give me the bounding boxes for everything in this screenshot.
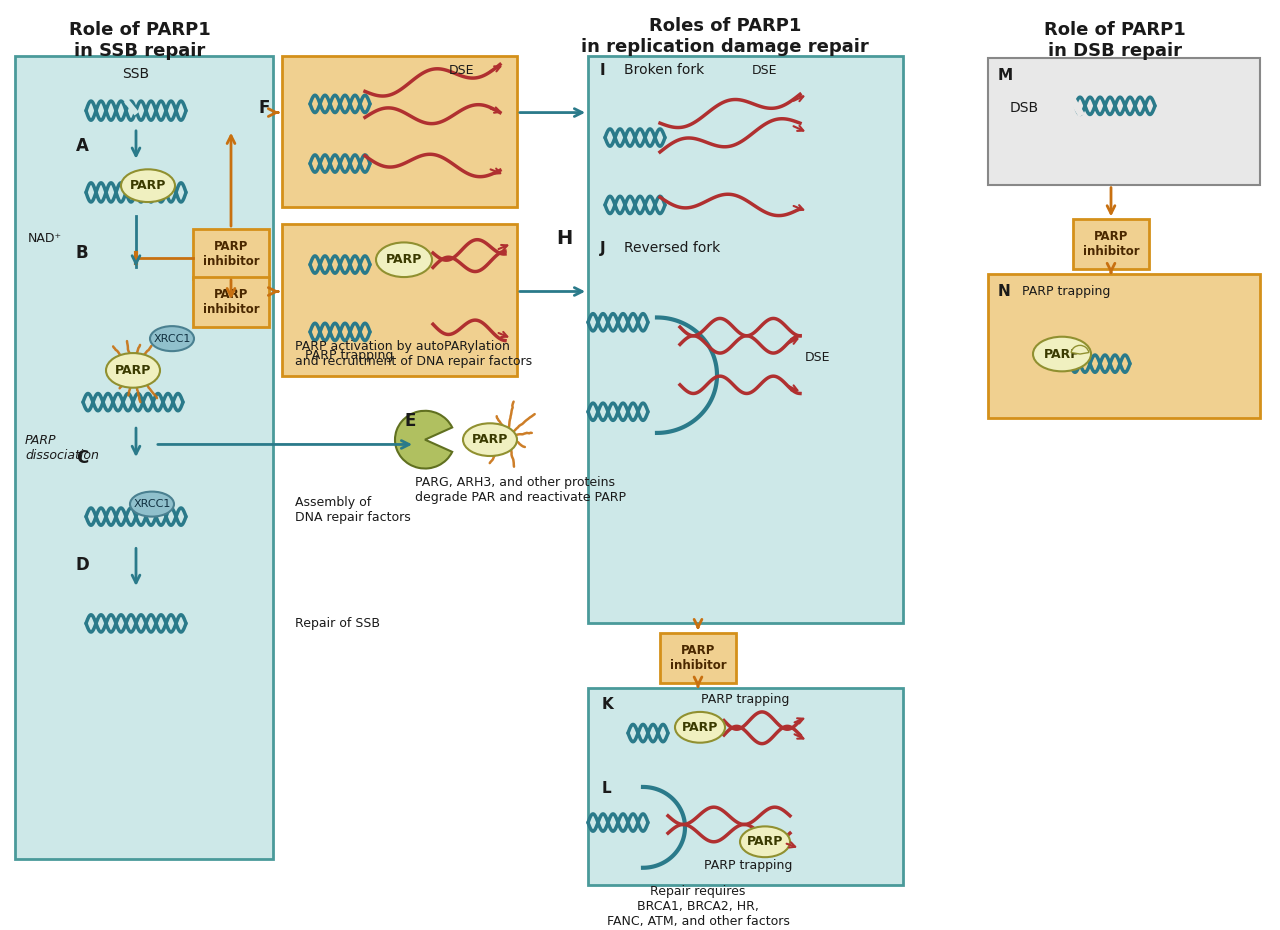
Text: L: L [602, 781, 612, 796]
Text: PARP
inhibitor: PARP inhibitor [202, 288, 260, 316]
Text: C: C [76, 449, 88, 467]
Text: Repair of SSB: Repair of SSB [294, 617, 380, 630]
Text: PARP trapping: PARP trapping [305, 350, 393, 363]
Bar [1073, 219, 1149, 270]
Bar [282, 224, 517, 376]
Text: XRCC1: XRCC1 [154, 334, 191, 344]
Bar [193, 229, 269, 279]
Text: PARP: PARP [129, 179, 166, 193]
Text: F: F [259, 99, 270, 117]
Bar [988, 58, 1260, 185]
Bar [15, 56, 273, 859]
Wedge shape [1071, 345, 1089, 354]
Ellipse shape [122, 169, 175, 202]
Text: N: N [998, 284, 1011, 299]
Bar [193, 277, 269, 327]
Text: DSE: DSE [449, 64, 475, 77]
Text: Repair requires
BRCA1, BRCA2, HR,
FANC, ATM, and other factors: Repair requires BRCA1, BRCA2, HR, FANC, … [607, 885, 790, 928]
Text: PARP: PARP [1043, 348, 1080, 361]
Ellipse shape [106, 353, 160, 388]
Text: PARG, ARH3, and other proteins
degrade PAR and reactivate PARP: PARG, ARH3, and other proteins degrade P… [415, 476, 626, 504]
Text: PARP: PARP [115, 364, 151, 377]
Text: DSB: DSB [1010, 100, 1039, 114]
Text: PARP trapping: PARP trapping [704, 859, 792, 872]
Text: K: K [602, 697, 613, 711]
Bar [588, 688, 902, 885]
Text: E: E [404, 412, 416, 431]
Text: H: H [556, 229, 572, 248]
Bar [588, 56, 902, 623]
Text: Reversed fork: Reversed fork [625, 241, 721, 255]
Ellipse shape [150, 326, 195, 352]
Text: PARP: PARP [472, 433, 508, 446]
Text: PARP: PARP [682, 721, 718, 734]
Text: Role of PARP1
in DSB repair: Role of PARP1 in DSB repair [1044, 21, 1185, 60]
Text: PARP trapping: PARP trapping [701, 693, 790, 706]
Wedge shape [396, 411, 452, 469]
Ellipse shape [131, 492, 174, 517]
Text: PARP
inhibitor: PARP inhibitor [202, 240, 260, 268]
Text: A: A [76, 138, 88, 155]
Text: PARP
inhibitor: PARP inhibitor [1083, 231, 1139, 259]
Text: PARP activation by autoPARylation
and recruitment of DNA repair factors: PARP activation by autoPARylation and re… [294, 340, 532, 368]
Text: Assembly of
DNA repair factors: Assembly of DNA repair factors [294, 496, 411, 524]
Ellipse shape [740, 827, 790, 857]
Text: NAD⁺: NAD⁺ [28, 232, 63, 246]
Text: PARP trapping: PARP trapping [1021, 285, 1110, 298]
Bar [988, 274, 1260, 418]
Ellipse shape [1033, 337, 1091, 371]
Bar [660, 633, 736, 683]
Text: PARP: PARP [385, 253, 422, 266]
Text: D: D [76, 556, 88, 574]
Text: SSB: SSB [123, 67, 150, 81]
Text: G: G [256, 278, 270, 296]
Text: M: M [998, 68, 1014, 83]
Ellipse shape [675, 711, 724, 743]
Text: PARP
inhibitor: PARP inhibitor [669, 644, 726, 672]
Text: B: B [76, 244, 88, 262]
Text: J: J [600, 241, 605, 256]
Ellipse shape [376, 243, 433, 277]
Text: Role of PARP1
in SSB repair: Role of PARP1 in SSB repair [69, 21, 211, 60]
Text: I: I [600, 62, 605, 78]
Text: Broken fork: Broken fork [625, 63, 704, 77]
Text: PARP
dissociation: PARP dissociation [26, 434, 99, 462]
Text: DSE: DSE [805, 352, 831, 365]
Ellipse shape [463, 423, 517, 456]
Text: DSE: DSE [753, 64, 777, 77]
Text: PARP: PARP [746, 835, 783, 848]
Text: Roles of PARP1
in replication damage repair: Roles of PARP1 in replication damage rep… [581, 18, 869, 56]
Text: XRCC1: XRCC1 [133, 499, 170, 509]
Bar [282, 56, 517, 206]
